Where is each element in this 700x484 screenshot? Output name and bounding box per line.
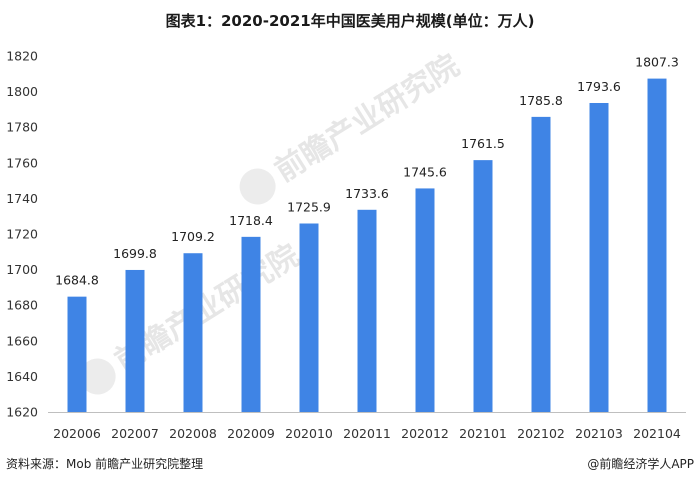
source-note: 资料来源：Mob 前瞻产业研究院整理: [6, 456, 203, 471]
x-tick-label: 202010: [285, 426, 333, 441]
y-tick-label: 1780: [6, 120, 38, 135]
data-label: 1761.5: [461, 136, 505, 151]
y-tick-label: 1800: [6, 84, 38, 99]
data-label: 1733.6: [345, 186, 389, 201]
chart-title: 图表1：2020-2021年中国医美用户规模(单位：万人): [166, 12, 535, 30]
x-tick-label: 202009: [227, 426, 275, 441]
data-label: 1793.6: [577, 79, 621, 94]
data-label: 1807.3: [635, 55, 679, 70]
y-tick-label: 1680: [6, 298, 38, 313]
x-tick-label: 202011: [343, 426, 391, 441]
data-label: 1745.6: [403, 164, 447, 179]
bar: [299, 223, 319, 412]
bar: [473, 160, 493, 412]
data-labels: 1684.8 1699.8 1709.2 1718.4 1725.9 1733.6 1745…: [55, 55, 679, 288]
brand-credit: @前瞻经济学人APP: [587, 456, 694, 471]
data-label: 1699.8: [113, 246, 157, 261]
data-label: 1709.2: [171, 229, 215, 244]
bar: [531, 116, 551, 412]
bar: [125, 269, 145, 412]
data-label: 1718.4: [229, 213, 273, 228]
bars: [67, 78, 667, 412]
bar: [67, 296, 87, 412]
x-tick-label: 202008: [169, 426, 217, 441]
watermark-logo-icon: [239, 168, 276, 205]
data-label: 1785.8: [519, 93, 563, 108]
x-tick-label: 202006: [53, 426, 101, 441]
y-tick-label: 1720: [6, 227, 38, 242]
y-tick-label: 1700: [6, 262, 38, 277]
y-tick-label: 1740: [6, 191, 38, 206]
y-tick-label: 1620: [6, 405, 38, 420]
bar: [357, 209, 377, 412]
x-tick-label: 202104: [633, 426, 681, 441]
data-label: 1725.9: [287, 199, 331, 214]
x-tick-label: 202101: [459, 426, 507, 441]
watermark-logo-icon: [79, 358, 116, 395]
x-tick-label: 202012: [401, 426, 449, 441]
y-tick-label: 1640: [6, 369, 38, 384]
y-tick-label: 1760: [6, 155, 38, 170]
y-tick-label: 1820: [6, 49, 38, 64]
x-tick-label: 202007: [111, 426, 159, 441]
y-tick-label: 1660: [6, 333, 38, 348]
y-axis: 1620 1640 1660 1680 1700 1720 1740 1760 1780 1800…: [6, 49, 38, 420]
bar: [183, 253, 203, 412]
x-tick-label: 202102: [517, 426, 565, 441]
bar: [415, 188, 435, 412]
x-axis: 202006 202007 202008 202009 202010 202011 2020…: [53, 426, 681, 441]
bar: [589, 102, 609, 412]
bar: [647, 78, 667, 412]
data-label: 1684.8: [55, 273, 99, 288]
x-tick-label: 202103: [575, 426, 623, 441]
bar: [241, 236, 261, 412]
